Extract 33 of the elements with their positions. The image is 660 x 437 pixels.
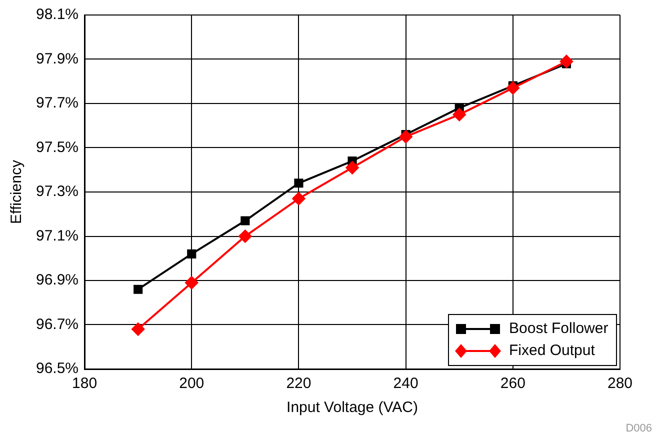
point (132, 322, 145, 336)
y-tick-label: 97.1% (36, 227, 79, 244)
y-tick-label: 97.7% (36, 94, 79, 112)
x-tick-label: 240 (393, 375, 418, 392)
y-tick-label: 97.9% (36, 50, 79, 68)
y-axis-title: Efficiency (8, 160, 26, 224)
legend-label: Boost Follower (509, 319, 608, 339)
point (346, 161, 359, 174)
y-tick-label: 98.1% (36, 6, 79, 24)
point (187, 249, 196, 258)
point (452, 108, 466, 122)
y-tick-label: 96.7% (36, 316, 79, 333)
y-tick-label: 96.5% (36, 360, 79, 378)
text: D006 (626, 422, 652, 435)
point (560, 54, 573, 68)
x-tick-label: 220 (286, 375, 312, 392)
y-tick-label: 97.3% (36, 183, 79, 200)
x-tick-label: 200 (179, 375, 204, 392)
x-tick-label: 260 (500, 375, 526, 392)
x-tick-label: 180 (72, 375, 98, 392)
y-tick-label: 96.9% (36, 272, 79, 289)
x-axis-title: Input Voltage (VAC) (286, 399, 418, 416)
point (185, 276, 198, 290)
x-tick-label: 280 (607, 375, 633, 392)
point (240, 216, 250, 226)
point (506, 82, 520, 95)
legend-label: Fixed Output (509, 341, 595, 361)
point (294, 178, 304, 188)
point (134, 284, 143, 294)
point (399, 130, 412, 144)
point (292, 192, 306, 206)
point (238, 230, 252, 243)
y-tick-label: 97.5% (36, 138, 79, 156)
